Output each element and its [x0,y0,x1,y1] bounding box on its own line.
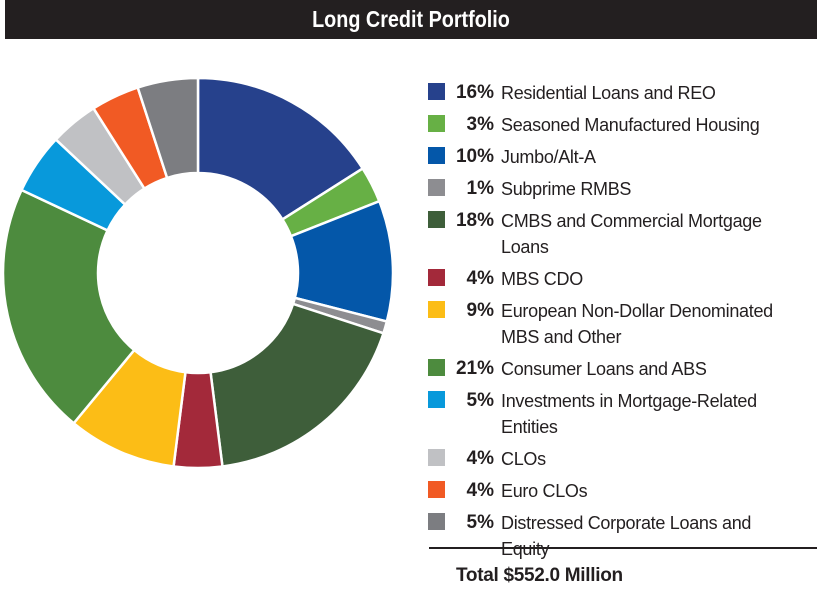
chart-title-bar: Long Credit Portfolio [5,0,817,39]
legend-item: 1% Subprime RMBS [428,176,820,202]
legend-item: 5% Distressed Corporate Loans and Equity [428,510,820,562]
legend-percent: 9% [466,300,494,321]
legend-item: 4% CLOs [428,446,820,472]
legend-item: 21% Consumer Loans and ABS [428,356,820,382]
legend-percent: 1% [466,178,494,199]
legend-swatch [428,301,445,318]
legend-label: MBS CDO [501,269,583,289]
legend-label: Consumer Loans and ABS [501,359,707,379]
chart-title: Long Credit Portfolio [312,6,510,32]
legend-swatch [428,179,445,196]
legend-label: European Non-Dollar Denominated MBS and … [501,301,773,347]
legend-item: 18% CMBS and Commercial Mortgage Loans [428,208,820,260]
legend-label: Jumbo/Alt-A [501,147,596,167]
legend-swatch [428,391,445,408]
donut-slice-11 [136,76,200,180]
legend: 16% Residential Loans and REO 3% Seasoned M… [428,80,820,568]
legend-percent: 5% [466,390,494,411]
legend-item: 10% Jumbo/Alt-A [428,144,820,170]
legend-swatch [428,449,445,466]
legend-item: 4% MBS CDO [428,266,820,292]
donut-chart [1,76,395,470]
legend-percent: 21% [455,358,494,379]
legend-item: 5% Investments in Mortgage-Related Entiti… [428,388,820,440]
legend-item: 16% Residential Loans and REO [428,80,820,106]
legend-label: Distressed Corporate Loans and Equity [501,513,752,559]
legend-swatch [428,481,445,498]
legend-percent: 4% [466,480,494,501]
legend-percent: 18% [455,210,494,231]
legend-percent: 16% [455,82,494,103]
legend-label: CLOs [501,449,546,469]
legend-percent: 10% [455,146,494,167]
legend-swatch [428,513,445,530]
legend-percent: 4% [466,268,494,289]
donut-slice-4 [209,302,386,468]
legend-label: Euro CLOs [501,481,588,501]
legend-label: Residential Loans and REO [501,83,716,103]
legend-percent: 4% [466,448,494,469]
legend-label: Investments in Mortgage-Related Entities [501,391,757,437]
legend-swatch [428,211,445,228]
legend-swatch [428,115,445,132]
legend-item: 9% European Non-Dollar Denominated MBS an… [428,298,820,350]
legend-item: 4% Euro CLOs [428,478,820,504]
legend-item: 3% Seasoned Manufactured Housing [428,112,820,138]
legend-swatch [428,147,445,164]
legend-percent: 3% [466,114,494,135]
legend-percent: 5% [466,512,494,533]
total-label: Total $552.0 Million [456,565,623,586]
donut-slice-7 [1,188,137,426]
legend-swatch [428,269,445,286]
legend-label: Subprime RMBS [501,179,632,199]
legend-label: Seasoned Manufactured Housing [501,115,760,135]
legend-label: CMBS and Commercial Mortgage Loans [501,211,762,257]
legend-swatch [428,359,445,376]
total-divider [429,547,817,549]
legend-swatch [428,83,445,100]
